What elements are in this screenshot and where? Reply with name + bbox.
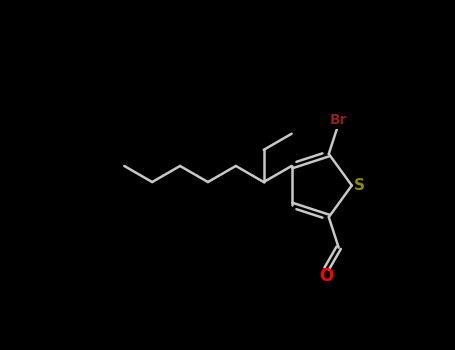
Text: Br: Br [330,113,348,127]
Text: S: S [354,178,365,193]
Text: O: O [319,267,334,285]
